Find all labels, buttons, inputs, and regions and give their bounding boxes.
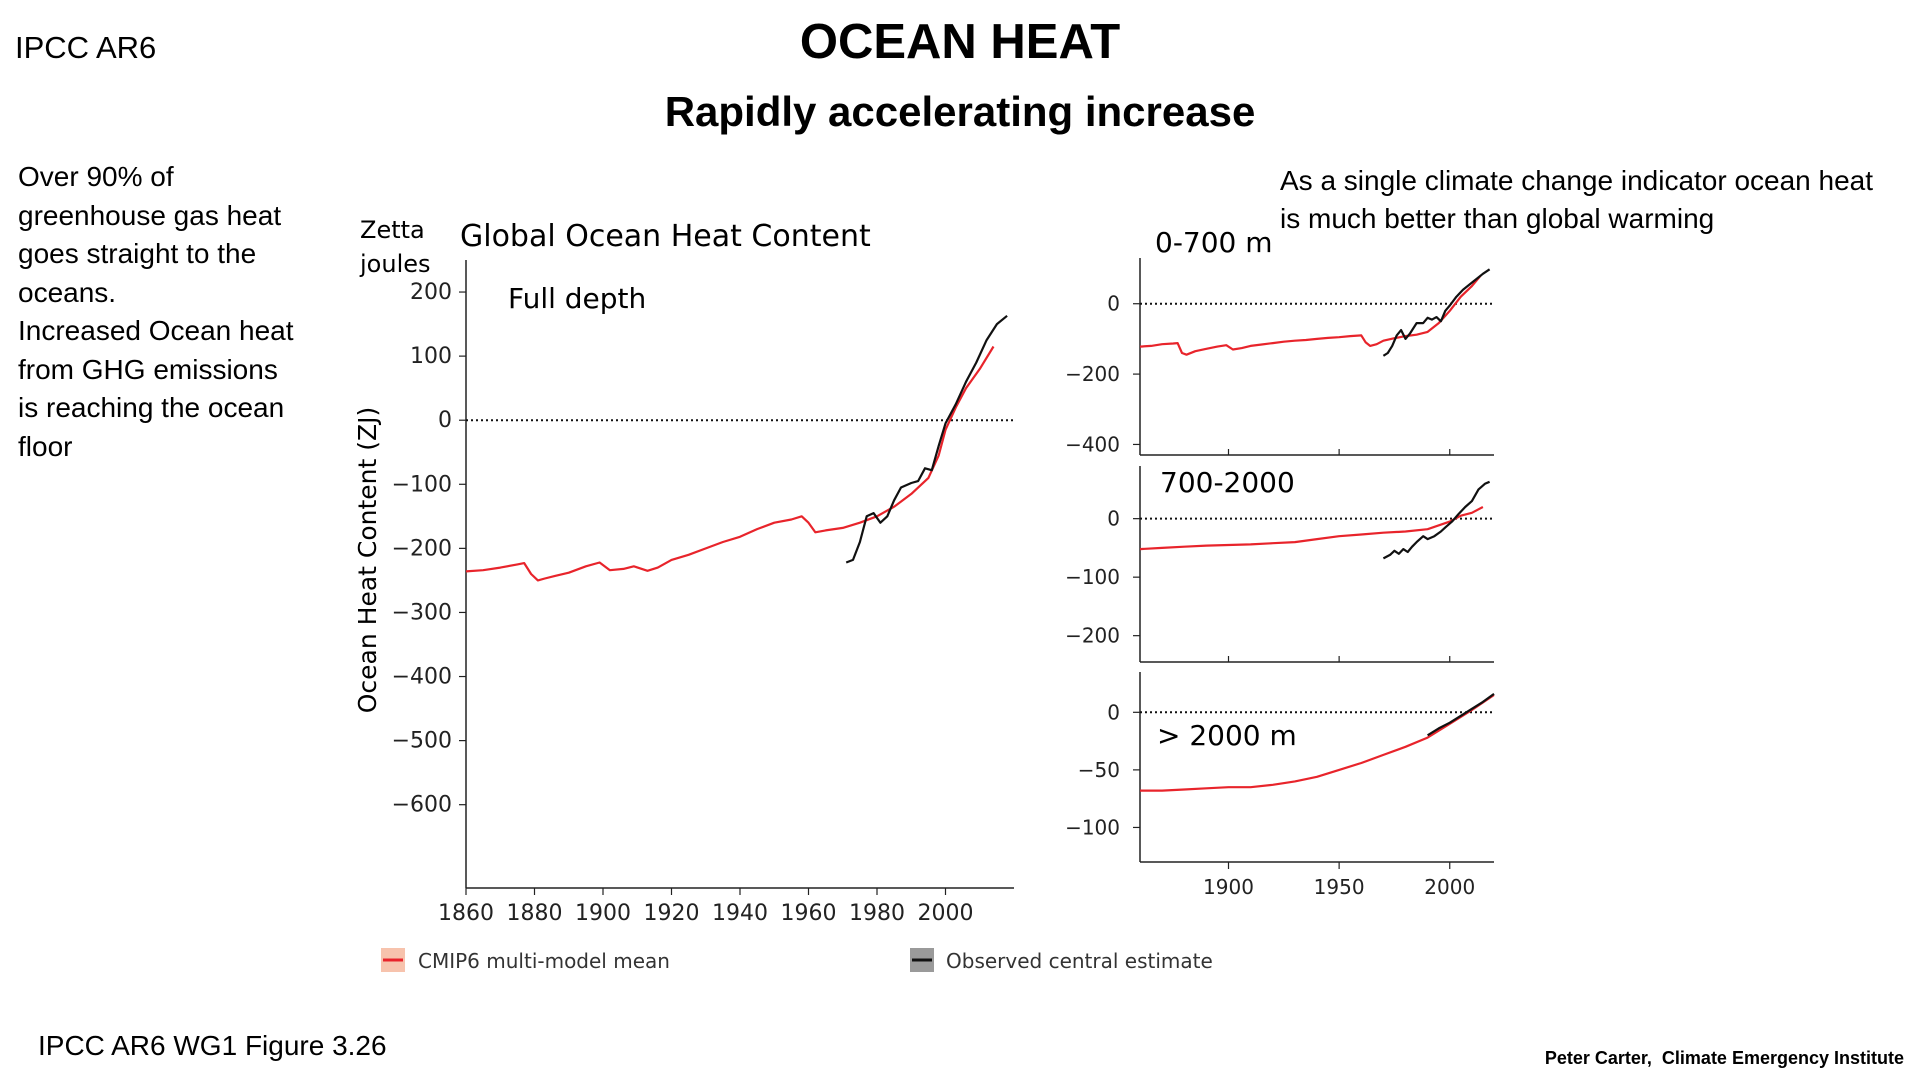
main-series-observed <box>845 314 1008 564</box>
p0700-series-model <box>1139 274 1482 356</box>
unit-label-zetta: Zetta <box>360 216 425 244</box>
pdeep-x-tick-label: 1900 <box>1203 875 1254 899</box>
main-chart-title: Global Ocean Heat Content <box>460 219 871 254</box>
main-x-tick-label: 1960 <box>781 901 837 926</box>
legend-label-observed: Observed central estimate <box>946 949 1213 973</box>
main-y-tick-label: 0 <box>438 408 452 433</box>
main-series-model <box>465 345 995 582</box>
main-x-tick-label: 1900 <box>575 901 631 926</box>
pdeep-series-observed <box>1427 693 1495 737</box>
left-note: Over 90% of greenhouse gas heat goes str… <box>18 161 294 462</box>
main-y-tick-label: −500 <box>392 729 452 754</box>
p7002000-y-tick-label: −100 <box>1065 565 1120 589</box>
panel-label-below-2000: > 2000 m <box>1157 719 1297 752</box>
unit-label-joules: joules <box>359 250 431 278</box>
p0700-y-tick-label: −200 <box>1065 362 1120 386</box>
pdeep-x-tick-label: 2000 <box>1424 875 1475 899</box>
p0700-y-tick-label: −400 <box>1065 432 1120 456</box>
pdeep-y-tick-label: −50 <box>1078 758 1120 782</box>
p0700-y-tick-label: 0 <box>1107 292 1120 316</box>
pdeep-y-tick-label: −100 <box>1065 815 1120 839</box>
main-y-axis-label: Ocean Heat Content (ZJ) <box>353 407 382 714</box>
main-y-tick-label: −200 <box>392 536 452 561</box>
main-x-tick-label: 1880 <box>507 901 563 926</box>
main-y-tick-label: −300 <box>392 600 452 625</box>
p7002000-y-tick-label: −200 <box>1065 624 1120 648</box>
credit-line: Peter Carter, Climate Emergency Institut… <box>1544 1048 1904 1068</box>
main-panel-label: Full depth <box>508 282 646 315</box>
pdeep-x-tick-label: 1950 <box>1314 875 1365 899</box>
main-x-tick-label: 1940 <box>712 901 768 926</box>
panel-label-0-700: 0-700 m <box>1155 226 1273 259</box>
slide-subtitle: Rapidly accelerating increase <box>664 88 1256 135</box>
main-x-tick-label: 2000 <box>918 901 974 926</box>
p7002000-series-model <box>1139 506 1484 551</box>
main-x-tick-label: 1920 <box>644 901 700 926</box>
source-tag: IPCC AR6 <box>15 30 157 65</box>
panel-label-700-2000: 700-2000 <box>1160 466 1295 499</box>
p0700-series-observed <box>1382 268 1491 357</box>
p7002000-y-tick-label: 0 <box>1107 507 1120 531</box>
main-y-tick-label: −100 <box>392 472 452 497</box>
main-y-tick-label: −600 <box>392 793 452 818</box>
pdeep-series-model <box>1140 694 1495 792</box>
main-x-tick-label: 1860 <box>438 901 494 926</box>
p7002000-series-observed <box>1382 480 1491 560</box>
main-y-tick-label: −400 <box>392 665 452 690</box>
main-y-tick-label: 100 <box>410 344 452 369</box>
main-y-tick-label: 200 <box>410 280 452 305</box>
slide-title: OCEAN HEAT <box>799 15 1121 69</box>
legend: CMIP6 multi-model mean Observed central … <box>381 948 1213 973</box>
legend-label-model: CMIP6 multi-model mean <box>418 949 670 973</box>
main-x-tick-label: 1980 <box>849 901 905 926</box>
figure-reference: IPCC AR6 WG1 Figure 3.26 <box>38 1030 387 1061</box>
right-note: As a single climate change indicator oce… <box>1280 165 1874 234</box>
pdeep-y-tick-label: 0 <box>1107 700 1120 724</box>
